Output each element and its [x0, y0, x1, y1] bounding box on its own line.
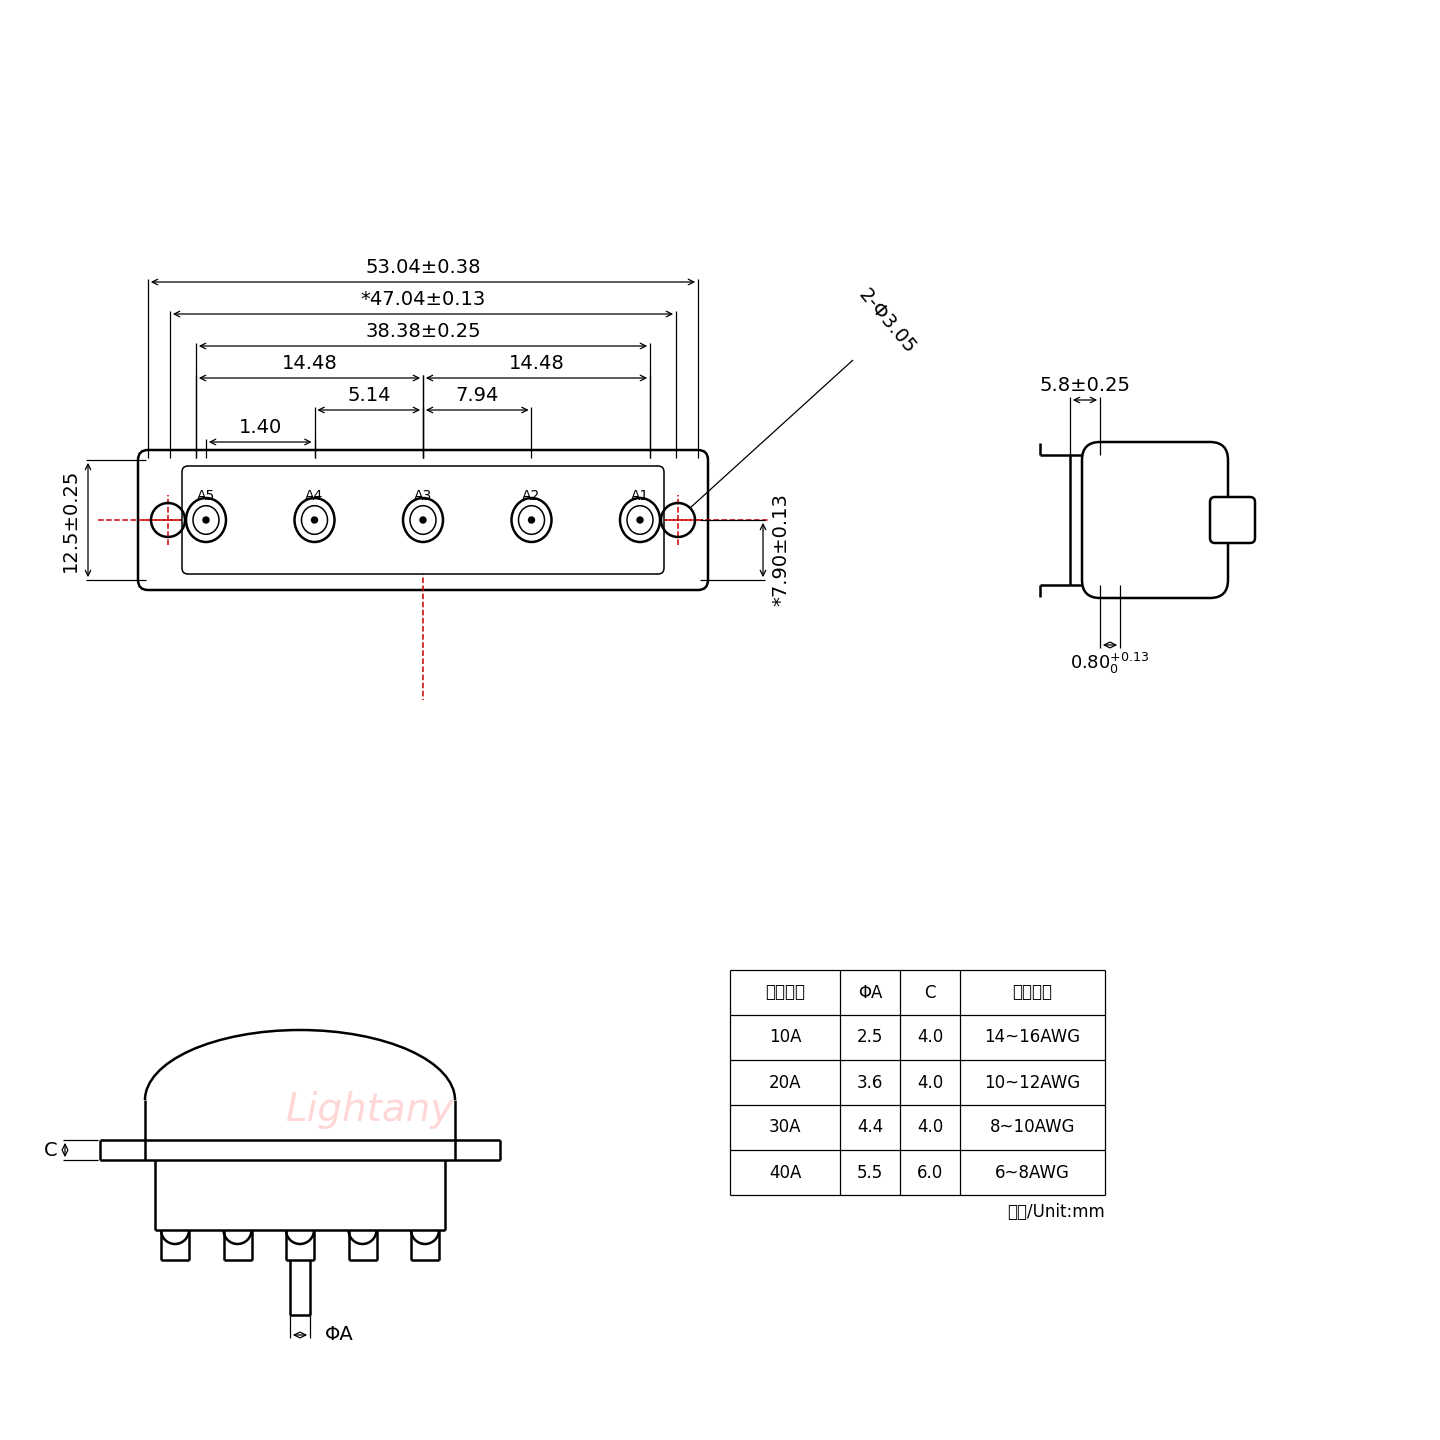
Text: Lightany: Lightany — [327, 498, 520, 541]
Text: A1: A1 — [631, 490, 649, 503]
Text: 额定电流: 额定电流 — [765, 984, 805, 1001]
Text: 4.4: 4.4 — [857, 1119, 883, 1136]
Text: *47.04±0.13: *47.04±0.13 — [360, 289, 485, 310]
Text: 14~16AWG: 14~16AWG — [985, 1028, 1080, 1047]
Text: 单位/Unit:mm: 单位/Unit:mm — [1007, 1202, 1104, 1221]
Text: 40A: 40A — [769, 1164, 801, 1181]
Text: 10A: 10A — [769, 1028, 801, 1047]
Circle shape — [528, 517, 534, 523]
Text: 10~12AWG: 10~12AWG — [985, 1073, 1080, 1092]
FancyBboxPatch shape — [1210, 497, 1256, 543]
Circle shape — [311, 517, 317, 523]
Text: 5.14: 5.14 — [347, 386, 390, 405]
Text: 1.40: 1.40 — [239, 418, 282, 436]
Text: A4: A4 — [305, 490, 324, 503]
Text: 12.5±0.25: 12.5±0.25 — [60, 468, 81, 572]
Text: Lightany: Lightany — [285, 1092, 454, 1129]
Text: 4.0: 4.0 — [917, 1028, 943, 1047]
Text: 6.0: 6.0 — [917, 1164, 943, 1181]
Text: 53.04±0.38: 53.04±0.38 — [366, 258, 481, 276]
Text: 6~8AWG: 6~8AWG — [995, 1164, 1070, 1181]
Text: 5.8±0.25: 5.8±0.25 — [1040, 376, 1130, 395]
Text: ΦA: ΦA — [325, 1325, 354, 1345]
Text: A3: A3 — [413, 490, 432, 503]
Text: C: C — [924, 984, 936, 1001]
Text: 14.48: 14.48 — [508, 354, 564, 373]
Text: 30A: 30A — [769, 1119, 801, 1136]
Text: *7.90±0.13: *7.90±0.13 — [770, 494, 791, 606]
Text: 5.5: 5.5 — [857, 1164, 883, 1181]
Text: A5: A5 — [197, 490, 215, 503]
Text: 2-Φ3.05: 2-Φ3.05 — [855, 287, 920, 359]
Text: C: C — [43, 1140, 58, 1159]
Text: A2: A2 — [523, 490, 540, 503]
Text: $0.80^{+0.13}_{0}$: $0.80^{+0.13}_{0}$ — [1070, 651, 1149, 677]
Circle shape — [420, 517, 426, 523]
Text: 14.48: 14.48 — [282, 354, 337, 373]
FancyBboxPatch shape — [138, 449, 708, 590]
Text: 3.6: 3.6 — [857, 1073, 883, 1092]
Text: 20A: 20A — [769, 1073, 801, 1092]
Text: 8~10AWG: 8~10AWG — [989, 1119, 1076, 1136]
Text: 2.5: 2.5 — [857, 1028, 883, 1047]
Text: 4.0: 4.0 — [917, 1073, 943, 1092]
Text: 4.0: 4.0 — [917, 1119, 943, 1136]
Circle shape — [203, 517, 209, 523]
Text: ΦA: ΦA — [858, 984, 883, 1001]
FancyBboxPatch shape — [1081, 442, 1228, 598]
Text: 线材规格: 线材规格 — [1012, 984, 1053, 1001]
FancyBboxPatch shape — [181, 467, 664, 575]
Text: 38.38±0.25: 38.38±0.25 — [366, 323, 481, 341]
Circle shape — [636, 517, 644, 523]
Text: 7.94: 7.94 — [455, 386, 498, 405]
